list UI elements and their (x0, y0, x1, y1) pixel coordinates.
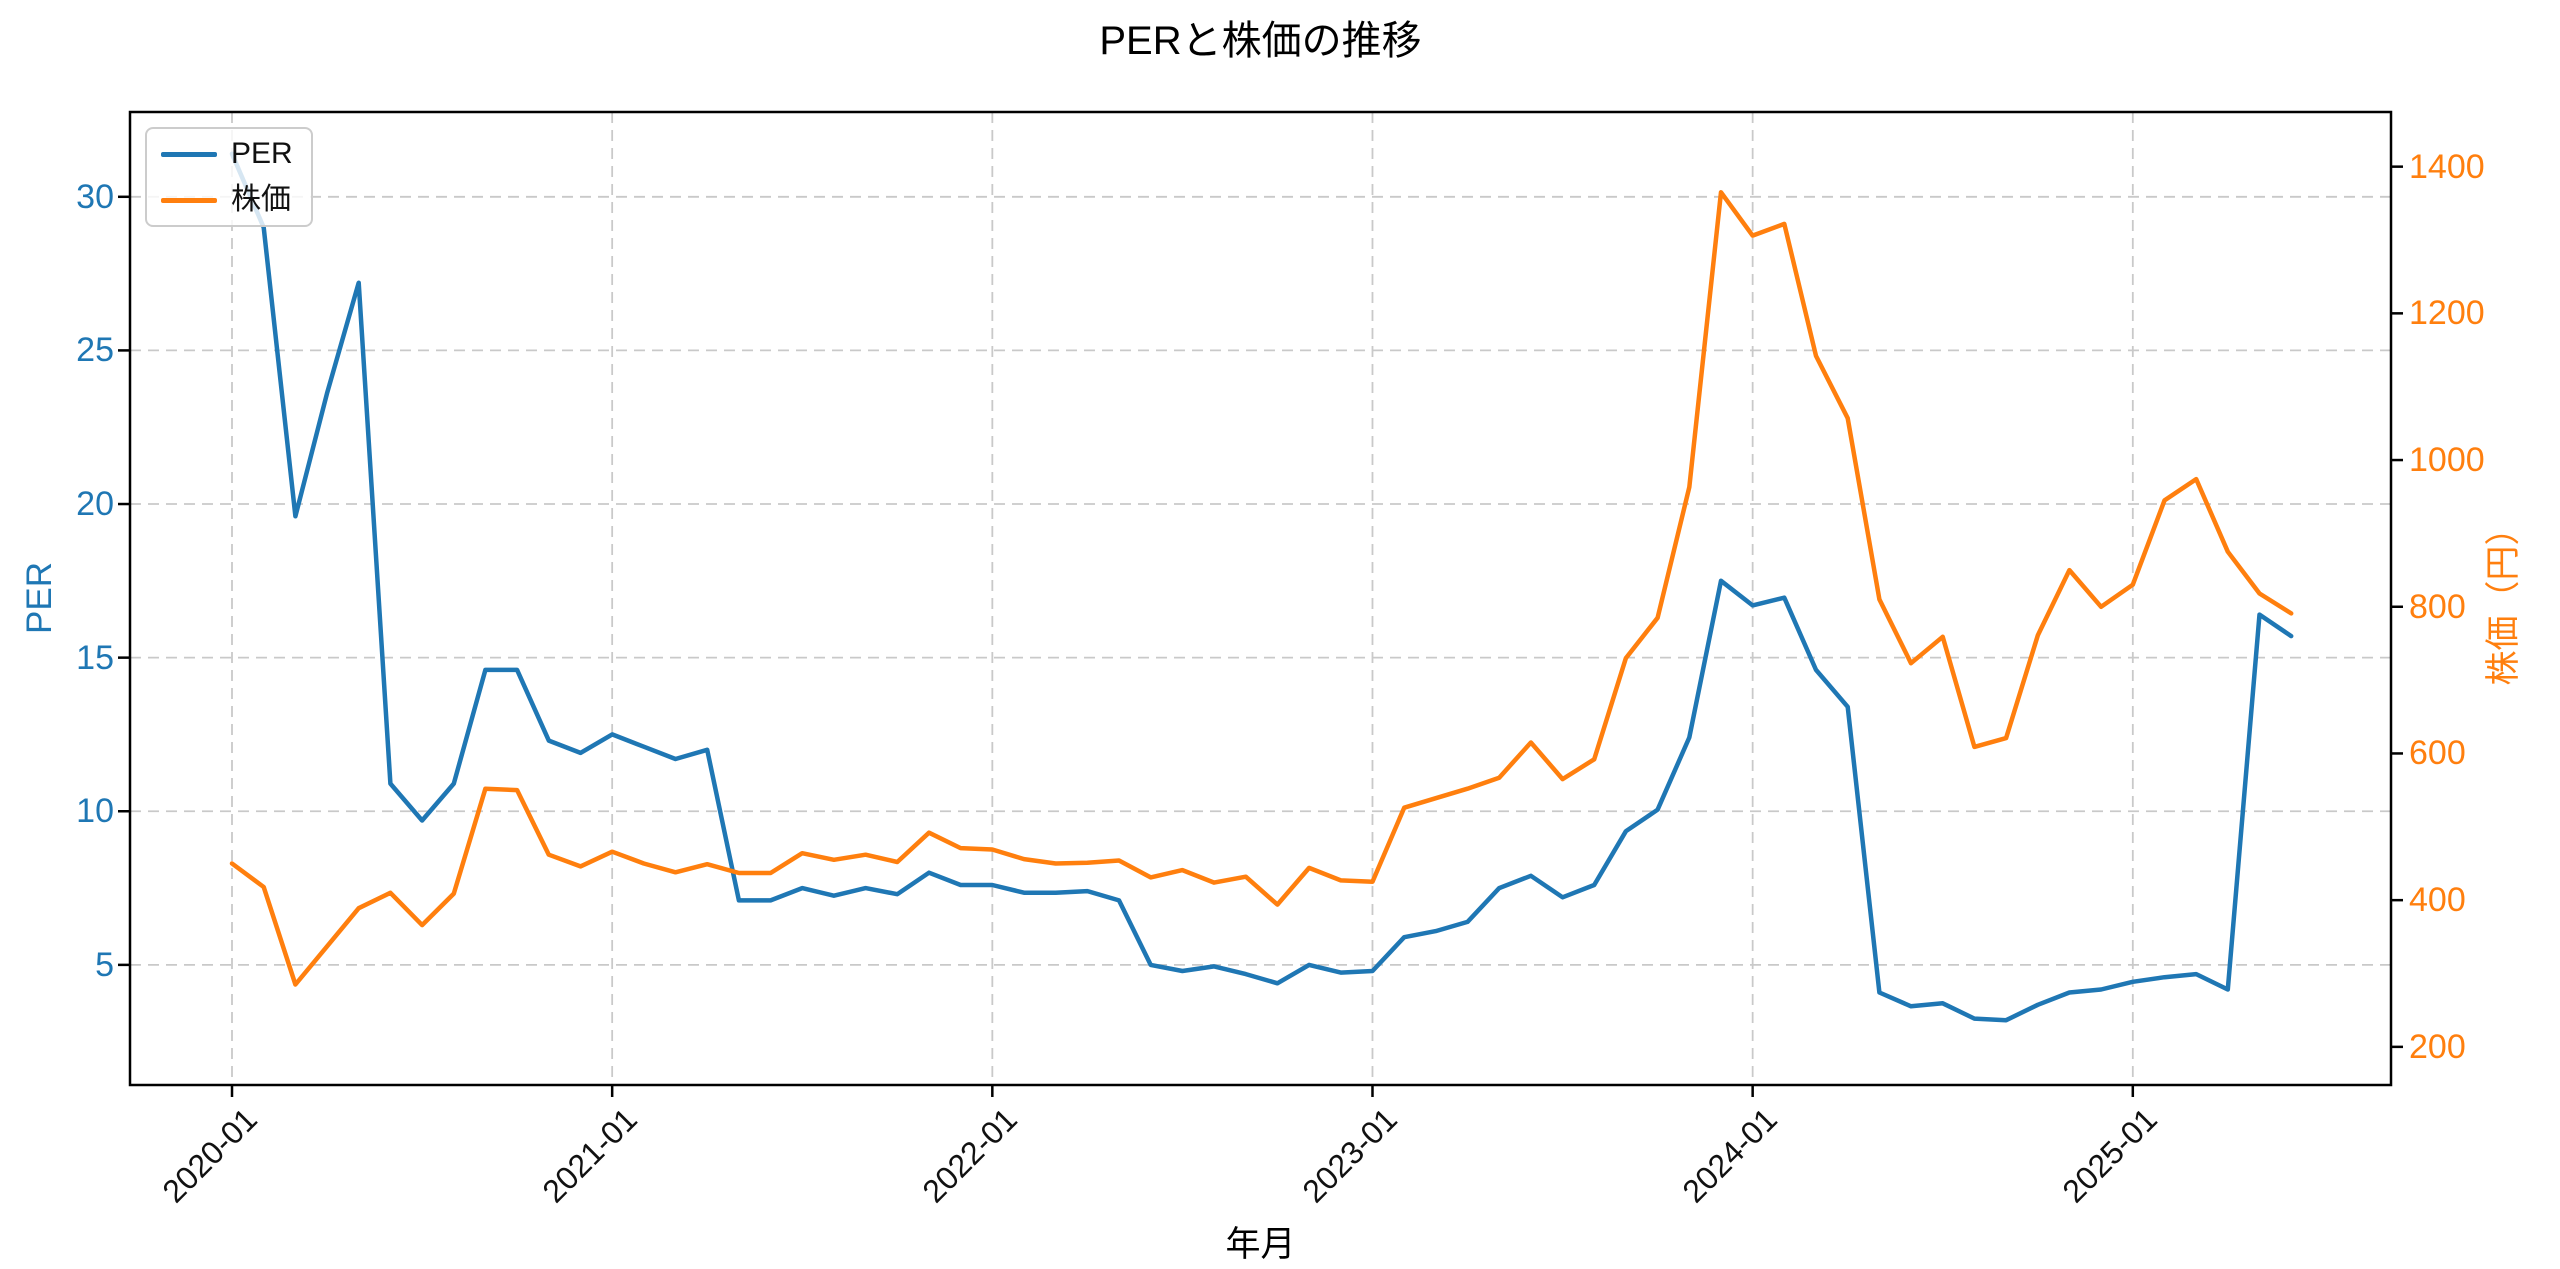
axes-frame (128, 110, 2393, 1087)
legend-item-per: PER (161, 138, 297, 170)
price-line-swatch (161, 197, 217, 203)
legend: PER 株価 (145, 127, 313, 227)
legend-label-per: PER (231, 137, 293, 170)
y-right-tick-label: 600 (2409, 734, 2466, 773)
y-left-tick-label: 20 (76, 485, 114, 524)
y-right-tick-label: 1200 (2409, 294, 2485, 333)
legend-item-price: 株価 (161, 184, 297, 216)
y-left-tick-label: 25 (76, 331, 114, 370)
per-line (229, 151, 2294, 1023)
y-right-tick-label: 400 (2409, 881, 2466, 920)
y-right-tick-label: 1000 (2409, 441, 2485, 480)
y-left-tick-label: 30 (76, 177, 114, 216)
legend-label-price: 株価 (231, 183, 291, 216)
per-line-swatch (161, 151, 217, 157)
price-line (229, 190, 2294, 987)
y-left-tick-label: 5 (95, 945, 114, 984)
y-left-tick-label: 10 (76, 792, 114, 831)
x-axis-label: 年月 (1225, 1225, 1296, 1264)
y-right-tick-label: 1400 (2409, 147, 2485, 186)
chart-title: PERと株価の推移 (1099, 19, 1422, 63)
y-left-tick-label: 15 (76, 638, 114, 677)
y-right-tick-label: 200 (2409, 1027, 2466, 1066)
y-right-tick-label: 800 (2409, 587, 2466, 626)
